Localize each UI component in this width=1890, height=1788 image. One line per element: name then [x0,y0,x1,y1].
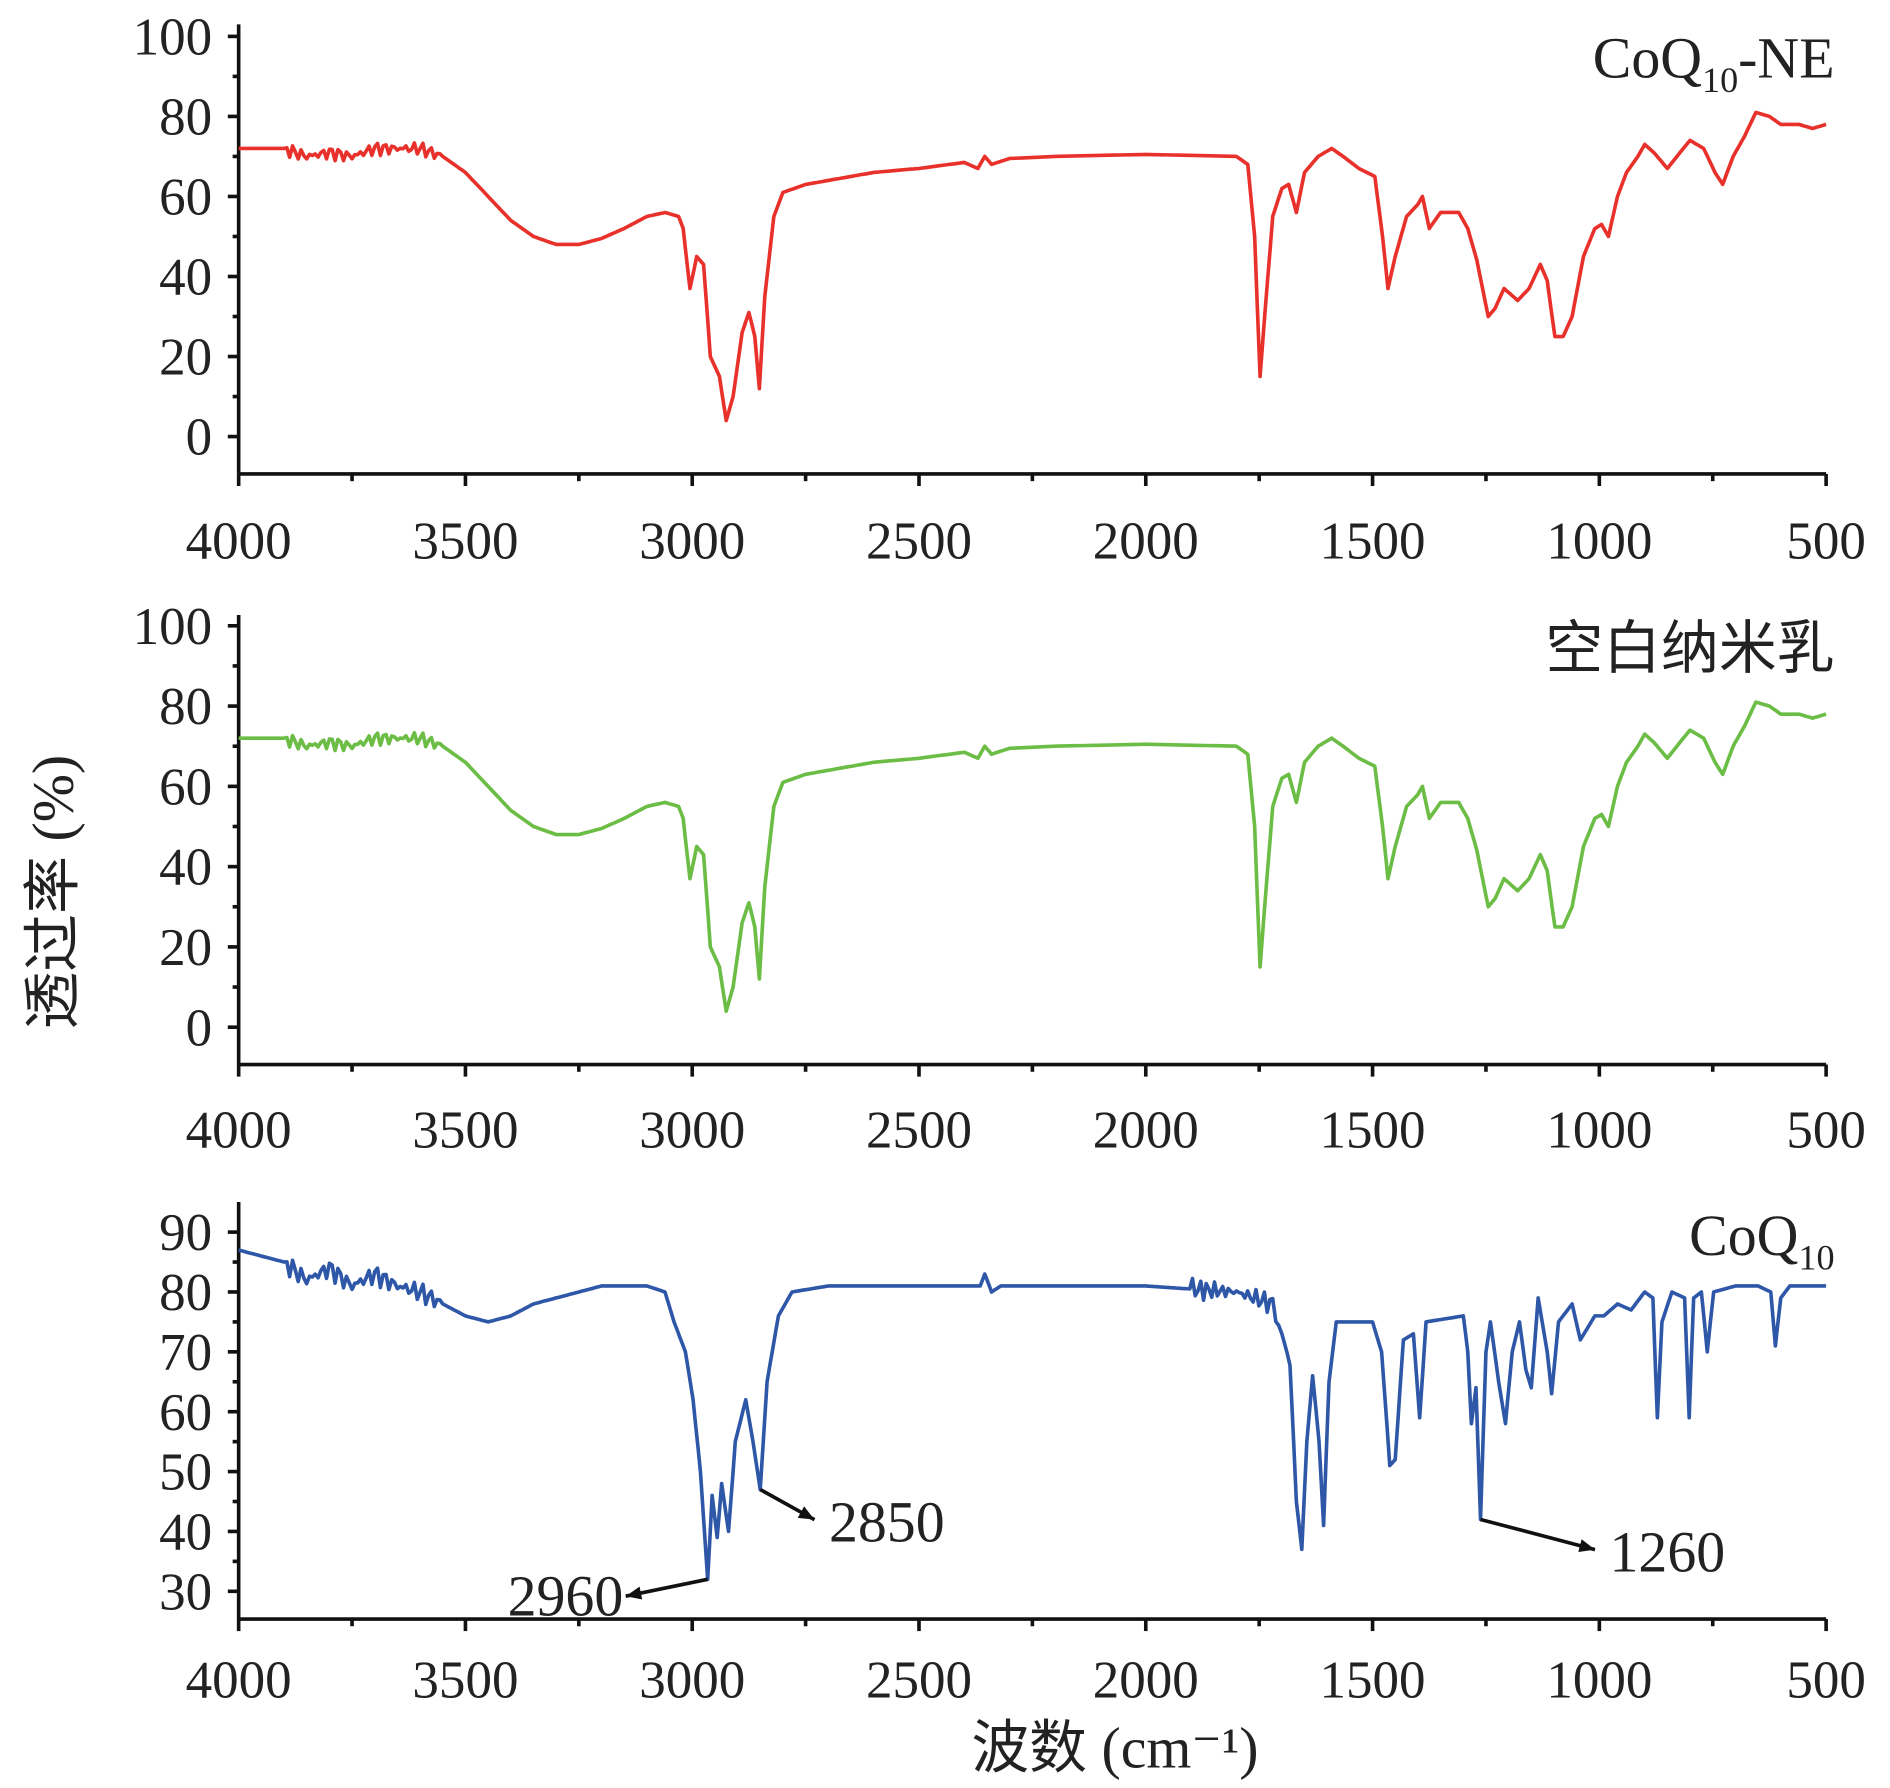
x-tick-label: 1500 [1320,512,1426,570]
x-axis-title: 波数 (cm⁻¹) [971,1715,1258,1780]
x-tick-label: 4000 [186,512,292,570]
y-tick-label: 40 [159,1504,212,1562]
spectrum-line [238,110,1827,423]
y-tick-label: 40 [159,249,212,307]
series-label: CoQ10-NE [1593,25,1835,99]
peak-annotation: 1260 [1609,1519,1725,1584]
x-tick-label: 2000 [1093,512,1199,570]
peak-annotation: 2850 [829,1489,945,1554]
x-tick-label: 3000 [639,1651,745,1709]
y-tick-label: 100 [133,598,213,656]
x-tick-label: 3000 [639,512,745,570]
y-tick-label: 60 [159,1384,212,1442]
x-tick-label: 2500 [866,1102,972,1160]
x-tick-label: 3500 [412,1651,518,1709]
x-tick-label: 1500 [1320,1102,1426,1160]
y-tick-label: 30 [159,1563,212,1621]
y-tick-label: 20 [159,919,212,977]
x-tick-label: 500 [1786,1651,1866,1709]
x-tick-label: 1000 [1546,1102,1652,1160]
spectrum-line [238,1248,1827,1582]
x-tick-label: 2500 [866,1651,972,1709]
y-tick-label: 40 [159,839,212,897]
panel-2: 0 20 40 60 80 100 4000 3500 3000 2500 2000 1500 1000… [133,598,1866,1160]
y-tick-label: 90 [159,1204,212,1262]
y-tick-label: 80 [159,678,212,736]
y-tick-label: 70 [159,1324,212,1382]
x-tick-label: 1000 [1546,1651,1652,1709]
y-tick-label: 60 [159,169,212,227]
arrowhead [797,1506,815,1520]
y-axis-title: 透过率 (%) [20,755,85,1030]
x-tick-label: 500 [1786,1102,1866,1160]
annotation-arrow [1480,1517,1596,1552]
y-tick-label: 100 [133,8,213,66]
x-tick-label: 2000 [1093,1651,1199,1709]
x-tick-label: 3000 [639,1102,745,1160]
y-tick-label: 20 [159,329,212,387]
x-tick-label: 3500 [412,1102,518,1160]
x-tick-label: 4000 [186,1651,292,1709]
y-tick-label: 0 [186,409,213,467]
x-tick-label: 4000 [186,1102,292,1160]
y-tick-label: 80 [159,1264,212,1322]
arrowhead [625,1586,643,1600]
panel-1: 0 20 40 60 80 100 4000 3500 3000 2500 2000 1500 1000… [133,8,1866,570]
series-label: CoQ10 [1689,1203,1834,1277]
spectrum-line [238,700,1827,1013]
series-label: 空白纳米乳 [1545,616,1834,681]
peak-annotation: 2960 [508,1563,624,1628]
arrowhead [1578,1539,1596,1552]
x-tick-label: 1000 [1546,512,1652,570]
y-tick-label: 80 [159,89,212,147]
x-tick-label: 1500 [1320,1651,1426,1709]
y-tick-label: 0 [186,999,213,1057]
y-tick-label: 50 [159,1444,212,1502]
x-tick-label: 3500 [412,512,518,570]
x-tick-label: 2500 [866,512,972,570]
x-tick-label: 500 [1786,512,1866,570]
x-tick-label: 2000 [1093,1102,1199,1160]
y-tick-label: 60 [159,758,212,816]
